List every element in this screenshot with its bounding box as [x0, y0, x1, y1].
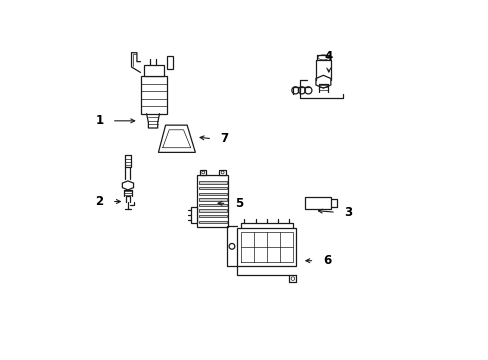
- Polygon shape: [199, 215, 226, 217]
- Polygon shape: [199, 187, 226, 189]
- Text: 1: 1: [95, 114, 103, 127]
- Polygon shape: [158, 125, 195, 152]
- Polygon shape: [122, 181, 133, 190]
- Text: 2: 2: [95, 195, 103, 208]
- Polygon shape: [144, 64, 163, 76]
- Polygon shape: [237, 228, 296, 266]
- Polygon shape: [199, 181, 226, 184]
- Text: 3: 3: [344, 206, 352, 219]
- Polygon shape: [219, 170, 225, 175]
- Polygon shape: [199, 209, 226, 212]
- Polygon shape: [197, 175, 228, 226]
- Polygon shape: [199, 193, 226, 195]
- Polygon shape: [140, 76, 167, 114]
- Text: 5: 5: [235, 197, 243, 210]
- Polygon shape: [305, 197, 330, 209]
- Polygon shape: [199, 221, 226, 223]
- Text: 7: 7: [220, 132, 228, 145]
- Polygon shape: [167, 56, 172, 69]
- Polygon shape: [315, 75, 330, 88]
- Polygon shape: [200, 170, 206, 175]
- Text: 6: 6: [322, 254, 330, 267]
- Polygon shape: [190, 207, 197, 223]
- Polygon shape: [199, 204, 226, 206]
- Text: 4: 4: [324, 50, 332, 63]
- Polygon shape: [199, 198, 226, 201]
